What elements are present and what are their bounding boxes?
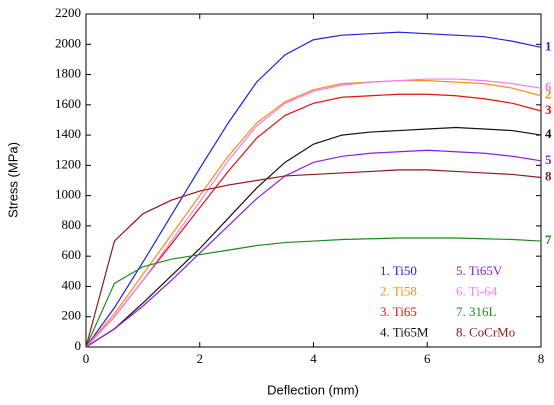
- legend-entry: 1. Ti50: [380, 263, 417, 278]
- x-tick-label: 2: [197, 351, 204, 366]
- series-line: [85, 93, 542, 348]
- y-tick-label: 800: [62, 217, 82, 232]
- y-tick-label: 1200: [55, 156, 81, 171]
- end-label: 3: [545, 102, 552, 117]
- series-line: [85, 126, 542, 348]
- series-line: [85, 31, 542, 348]
- series-line: [85, 78, 542, 348]
- legend-entry: 6. Ti-64: [456, 283, 498, 298]
- y-tick-label: 1800: [55, 66, 81, 81]
- legend-entry: 2. Ti58: [380, 283, 417, 298]
- series-line: [85, 169, 542, 348]
- x-tick-label: 8: [538, 351, 545, 366]
- y-tick-label: 1600: [55, 96, 81, 111]
- y-axis-title: Stress (MPa): [5, 142, 20, 218]
- end-label: 4: [545, 126, 552, 141]
- y-tick-label: 0: [75, 338, 82, 353]
- end-label: 2: [545, 87, 552, 102]
- x-tick-label: 4: [310, 351, 317, 366]
- legend-entry: 3. Ti65: [380, 304, 417, 319]
- end-label: 1: [545, 38, 552, 53]
- end-label: 5: [545, 152, 552, 167]
- y-tick-label: 400: [62, 277, 82, 292]
- x-tick-label: 6: [424, 351, 431, 366]
- legend-entry: 8. CoCrMo: [456, 324, 515, 339]
- y-tick-label: 2200: [55, 5, 81, 20]
- x-tick-label: 0: [83, 351, 90, 366]
- y-tick-label: 200: [62, 308, 82, 323]
- end-label: 7: [545, 232, 552, 247]
- y-tick-label: 1000: [55, 187, 81, 202]
- x-axis-title: Deflection (mm): [267, 382, 359, 397]
- end-label: 6: [545, 79, 552, 94]
- series-line: [85, 149, 542, 348]
- legend-entry: 7. 316L: [456, 304, 497, 319]
- y-tick-label: 1400: [55, 126, 81, 141]
- legend-entry: 5. Ti65V: [456, 263, 503, 278]
- legend-entry: 4. Ti65M: [380, 324, 429, 339]
- series-line: [85, 80, 542, 348]
- end-label: 8: [545, 168, 552, 183]
- y-tick-label: 600: [62, 247, 82, 262]
- series-line: [85, 237, 542, 348]
- y-tick-label: 2000: [55, 35, 81, 50]
